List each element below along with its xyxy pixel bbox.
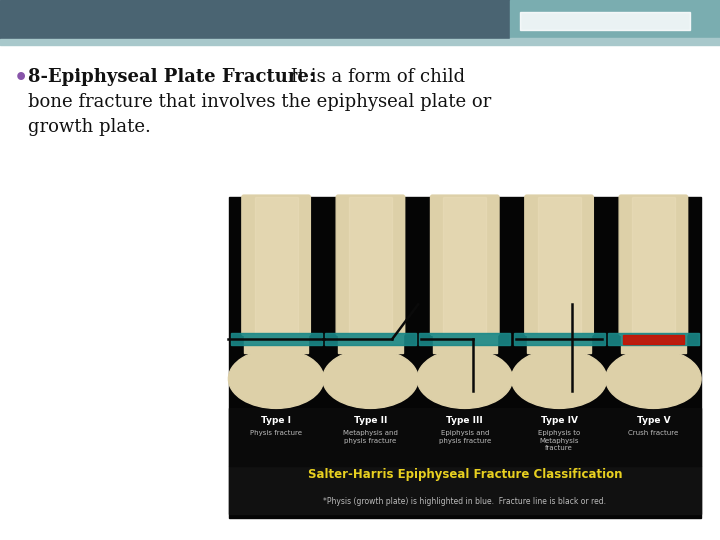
Text: Type III: Type III	[446, 416, 483, 426]
Ellipse shape	[228, 349, 324, 408]
Ellipse shape	[606, 349, 701, 408]
Text: Type V: Type V	[636, 416, 670, 426]
Bar	[538, 197, 580, 333]
Bar	[527, 334, 591, 353]
Bar	[621, 334, 685, 353]
Bar	[0, 39, 720, 45]
Text: *Physis (growth plate) is highlighted in blue.  Fracture line is black or red.: *Physis (growth plate) is highlighted in…	[323, 497, 606, 507]
Text: Epiphysis to
Metaphysis
fracture: Epiphysis to Metaphysis fracture	[538, 430, 580, 451]
FancyBboxPatch shape	[619, 195, 688, 335]
Text: Metaphysis and
physis fracture: Metaphysis and physis fracture	[343, 430, 398, 444]
Bar	[632, 197, 675, 333]
Text: growth plate.: growth plate.	[28, 118, 151, 136]
FancyBboxPatch shape	[242, 195, 310, 335]
Bar	[0, 0, 510, 40]
Text: •: •	[14, 68, 28, 88]
Text: 8-Epiphyseal Plate Fracture:: 8-Epiphyseal Plate Fracture:	[28, 68, 315, 86]
Bar	[230, 333, 322, 345]
Bar	[419, 333, 510, 345]
Bar	[608, 333, 699, 345]
Bar	[510, 38, 720, 44]
Bar	[244, 334, 308, 353]
Ellipse shape	[323, 349, 418, 408]
Ellipse shape	[417, 349, 513, 408]
FancyBboxPatch shape	[431, 195, 499, 335]
Text: Type I: Type I	[261, 416, 291, 426]
Text: Type II: Type II	[354, 416, 387, 426]
Text: Crush fracture: Crush fracture	[629, 430, 678, 436]
Bar	[623, 335, 684, 344]
Text: It is a form of child: It is a form of child	[285, 68, 465, 86]
Text: bone fracture that involves the epiphyseal plate or: bone fracture that involves the epiphyse…	[28, 93, 491, 111]
Bar	[444, 197, 486, 333]
Bar	[255, 197, 297, 333]
Text: Epiphysis and
physis fracture: Epiphysis and physis fracture	[438, 430, 491, 444]
Text: Salter-Harris Epiphyseal Fracture Classification: Salter-Harris Epiphyseal Fracture Classi…	[307, 468, 622, 481]
Bar	[513, 333, 605, 345]
Bar	[349, 197, 392, 333]
Bar	[510, 0, 720, 40]
Bar	[229, 467, 701, 515]
FancyBboxPatch shape	[336, 195, 405, 335]
Text: Physis fracture: Physis fracture	[250, 430, 302, 436]
Bar	[325, 333, 416, 345]
FancyBboxPatch shape	[525, 195, 593, 335]
Bar	[229, 197, 701, 518]
Bar	[229, 408, 701, 467]
Bar	[433, 334, 497, 353]
Text: Type IV: Type IV	[541, 416, 577, 426]
Bar	[338, 334, 402, 353]
Bar	[520, 12, 690, 30]
Ellipse shape	[511, 349, 607, 408]
